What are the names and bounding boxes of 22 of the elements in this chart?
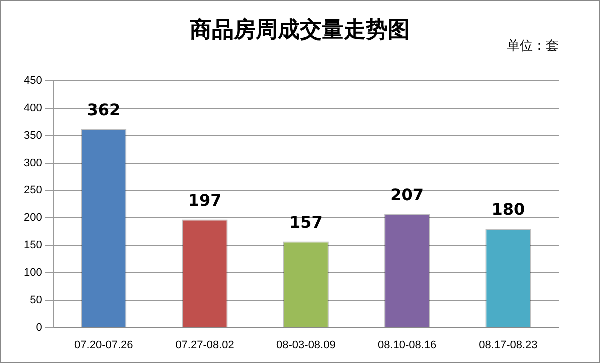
y-tick-label: 450 [24, 75, 42, 88]
data-label: 197 [188, 190, 222, 210]
y-tick-label: 150 [24, 240, 42, 252]
y-tick-label: 400 [24, 102, 42, 114]
y-tick-label: 0 [36, 322, 42, 334]
y-tick-label: 50 [30, 294, 42, 306]
text: 单位：套 [507, 38, 559, 55]
y-tick-label: 100 [24, 266, 42, 279]
data-label: 362 [87, 100, 121, 120]
y-tick-label: 200 [24, 212, 42, 224]
data-label: 157 [289, 212, 323, 232]
y-tick-label: 350 [24, 130, 42, 142]
x-tick-label: 07.27-08.02 [176, 339, 234, 352]
y-tick-label: 250 [24, 184, 42, 197]
chart-title: 商品房周成交量走势图 [190, 17, 410, 43]
x-tick-label: 08.10-08.16 [378, 339, 437, 352]
x-tick-label: 08.17-08.23 [479, 339, 538, 352]
x-tick-label: 08-03-08.09 [276, 339, 336, 352]
x-tick-label: 07.20-07.26 [74, 339, 134, 352]
data-label: 207 [390, 185, 424, 204]
y-tick-label: 300 [24, 157, 42, 170]
data-label: 180 [492, 200, 526, 220]
